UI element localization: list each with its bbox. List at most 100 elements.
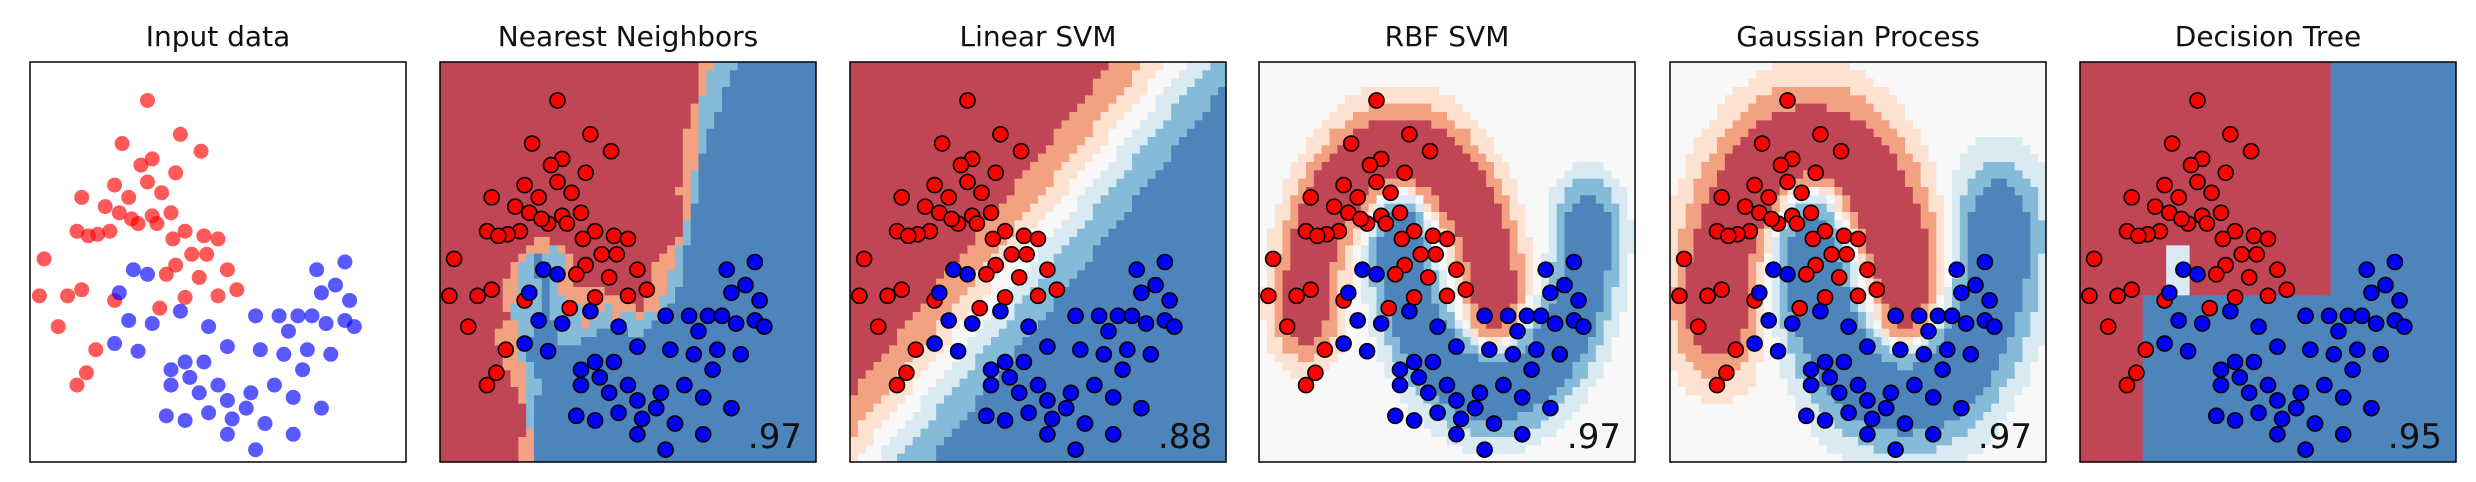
surface-cell bbox=[1108, 370, 1117, 380]
surface-cell bbox=[1259, 178, 1268, 188]
surface-cell bbox=[714, 145, 723, 155]
surface-cell bbox=[541, 120, 551, 130]
surface-cell bbox=[612, 162, 621, 171]
surface-cell bbox=[1194, 370, 1204, 380]
surface-cell bbox=[769, 445, 778, 455]
surface-cell bbox=[1116, 437, 1125, 446]
data-point bbox=[992, 302, 1009, 320]
surface-cell bbox=[881, 95, 890, 105]
surface-cell bbox=[596, 403, 606, 413]
panel-title: Input data bbox=[146, 20, 290, 53]
surface-cell bbox=[792, 295, 801, 305]
surface-cell bbox=[944, 128, 953, 138]
surface-cell bbox=[573, 278, 582, 288]
surface-cell bbox=[1139, 203, 1149, 213]
surface-cell bbox=[729, 245, 739, 255]
surface-cell bbox=[873, 145, 882, 155]
surface-cell bbox=[991, 153, 1000, 163]
surface-cell bbox=[635, 95, 645, 105]
data-point bbox=[323, 346, 339, 362]
surface-cell bbox=[698, 445, 707, 455]
surface-cell bbox=[897, 295, 906, 305]
surface-cell bbox=[1202, 287, 1211, 296]
surface-cell bbox=[881, 103, 890, 113]
surface-cell bbox=[1202, 320, 1211, 330]
data-point bbox=[133, 157, 149, 173]
surface-cell bbox=[889, 270, 898, 280]
surface-cell bbox=[565, 337, 574, 346]
surface-cell bbox=[1006, 320, 1016, 330]
surface-cell bbox=[1218, 112, 1226, 121]
surface-cell bbox=[510, 270, 519, 280]
surface-cell bbox=[1155, 328, 1164, 338]
surface-cell bbox=[1006, 270, 1016, 280]
surface-cell bbox=[1085, 153, 1094, 163]
data-point bbox=[1020, 404, 1037, 422]
surface-cell bbox=[1163, 203, 1172, 213]
surface-cell bbox=[959, 245, 969, 255]
surface-cell bbox=[1218, 270, 1226, 280]
surface-cell bbox=[889, 70, 898, 80]
surface-cell bbox=[959, 203, 969, 213]
surface-cell bbox=[714, 428, 723, 438]
surface-cell bbox=[667, 453, 676, 462]
surface-cell bbox=[1006, 345, 1016, 355]
surface-cell bbox=[1124, 195, 1133, 205]
surface-cell bbox=[865, 245, 875, 255]
surface-cell bbox=[800, 303, 809, 313]
surface-cell bbox=[920, 445, 929, 455]
surface-cell bbox=[620, 95, 629, 105]
surface-cell bbox=[850, 403, 859, 413]
surface-cell bbox=[1108, 62, 1117, 71]
surface-cell bbox=[667, 162, 676, 171]
surface-cell bbox=[667, 262, 676, 271]
surface-cell bbox=[998, 70, 1008, 80]
surface-cell bbox=[581, 453, 590, 462]
surface-cell bbox=[588, 103, 598, 113]
surface-cell bbox=[471, 128, 480, 138]
surface-cell bbox=[1085, 362, 1094, 371]
surface-cell bbox=[1100, 428, 1110, 438]
surface-cell bbox=[502, 195, 512, 205]
surface-cell bbox=[737, 112, 747, 121]
surface-cell bbox=[1163, 195, 1172, 205]
surface-cell bbox=[447, 395, 457, 405]
surface-cell bbox=[959, 137, 969, 146]
surface-cell bbox=[776, 420, 786, 430]
surface-cell bbox=[510, 445, 519, 455]
surface-cell bbox=[651, 145, 660, 155]
surface-cell bbox=[596, 320, 606, 330]
surface-cell bbox=[675, 253, 684, 263]
surface-cell bbox=[967, 345, 976, 355]
surface-cell bbox=[612, 178, 621, 188]
surface-cell bbox=[983, 95, 992, 105]
surface-cell bbox=[761, 353, 770, 363]
surface-cell bbox=[455, 153, 465, 163]
surface-cell bbox=[565, 420, 574, 430]
surface-cell bbox=[1092, 420, 1102, 430]
surface-cell bbox=[983, 453, 992, 462]
surface-cell bbox=[912, 245, 922, 255]
surface-cell bbox=[873, 120, 882, 130]
surface-cell bbox=[573, 437, 582, 446]
surface-cell bbox=[944, 420, 953, 430]
surface-cell bbox=[1194, 178, 1204, 188]
surface-cell bbox=[440, 253, 449, 263]
surface-cell bbox=[714, 103, 723, 113]
surface-cell bbox=[729, 278, 739, 288]
surface-cell bbox=[1061, 270, 1070, 280]
surface-cell bbox=[1194, 245, 1204, 255]
surface-cell bbox=[1155, 270, 1164, 280]
surface-cell bbox=[1077, 453, 1086, 462]
surface-cell bbox=[928, 437, 937, 446]
data-point bbox=[586, 222, 604, 240]
surface-cell bbox=[776, 320, 786, 330]
surface-cell bbox=[912, 78, 922, 88]
surface-cell bbox=[1218, 62, 1226, 71]
surface-cell bbox=[850, 95, 859, 105]
surface-cell bbox=[904, 203, 914, 213]
surface-cell bbox=[865, 370, 875, 380]
surface-cell bbox=[857, 362, 867, 371]
surface-cell bbox=[1186, 278, 1196, 288]
surface-cell bbox=[698, 120, 707, 130]
